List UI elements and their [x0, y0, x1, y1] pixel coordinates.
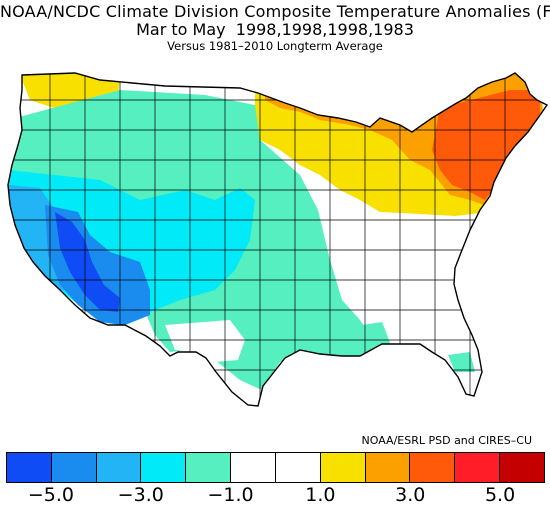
legend-tick: −5.0	[27, 484, 74, 506]
legend-tick: −1.0	[207, 484, 254, 506]
legend-swatch-4	[141, 453, 187, 482]
legend-swatch-12	[500, 453, 544, 482]
legend-swatch-8	[320, 453, 366, 482]
region-texas-west	[165, 320, 245, 362]
us-anomaly-map	[7, 72, 548, 407]
legend-swatch-5	[186, 453, 232, 482]
credit-label: NOAA/ESRL PSD and CIRES–CU	[361, 434, 532, 447]
legend-swatch-7	[275, 453, 321, 482]
legend-swatch-10	[410, 453, 456, 482]
region-arizona-low	[55, 212, 120, 312]
legend-swatch-6	[231, 453, 276, 482]
legend-tick: −3.0	[117, 484, 164, 506]
legend-swatch-9	[365, 453, 411, 482]
legend-tick: 3.0	[395, 484, 426, 506]
map-baseline: Versus 1981–2010 Longterm Average	[167, 39, 383, 53]
map-period: Mar to May 1998,1998,1998,1983	[136, 20, 414, 39]
map-title: NOAA/NCDC Climate Division Composite Tem…	[0, 2, 550, 21]
region-florida-patch	[448, 352, 475, 372]
color-scale-bar	[6, 452, 545, 483]
legend-swatch-3	[96, 453, 142, 482]
legend-swatch-11	[455, 453, 501, 482]
region-northeast-core	[432, 90, 540, 200]
legend-swatch-1	[7, 453, 52, 482]
legend-tick: 5.0	[484, 484, 516, 506]
legend-swatch-2	[51, 453, 97, 482]
legend-tick: 1.0	[305, 484, 336, 506]
